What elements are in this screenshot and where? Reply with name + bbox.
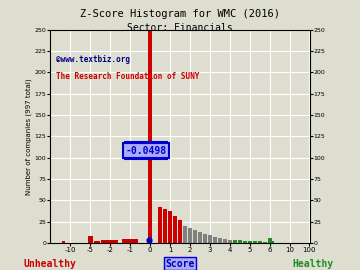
- Text: Healthy: Healthy: [293, 259, 334, 269]
- Bar: [223, 239, 227, 243]
- Bar: [218, 238, 222, 243]
- Bar: [253, 241, 257, 243]
- Bar: [203, 234, 207, 243]
- Bar: [94, 241, 100, 243]
- Text: Sector: Financials: Sector: Financials: [127, 23, 233, 33]
- Text: Unhealthy: Unhealthy: [24, 259, 77, 269]
- Y-axis label: Number of companies (997 total): Number of companies (997 total): [25, 78, 32, 195]
- Bar: [87, 236, 93, 243]
- Bar: [178, 220, 182, 243]
- Bar: [102, 239, 118, 243]
- Bar: [238, 241, 242, 243]
- Text: ©www.textbiz.org: ©www.textbiz.org: [55, 55, 130, 64]
- Bar: [163, 209, 167, 243]
- Text: -0.0498: -0.0498: [126, 146, 167, 156]
- Text: Z-Score Histogram for WMC (2016): Z-Score Histogram for WMC (2016): [80, 9, 280, 19]
- Bar: [258, 241, 262, 243]
- Bar: [263, 242, 266, 243]
- Bar: [148, 31, 152, 243]
- Bar: [198, 232, 202, 243]
- Bar: [248, 241, 252, 243]
- Bar: [188, 228, 192, 243]
- Bar: [122, 239, 138, 243]
- Text: Score: Score: [165, 259, 195, 269]
- Bar: [270, 241, 274, 243]
- Text: The Research Foundation of SUNY: The Research Foundation of SUNY: [55, 72, 199, 81]
- Bar: [62, 241, 65, 243]
- Bar: [228, 239, 231, 243]
- Bar: [173, 216, 177, 243]
- Bar: [101, 241, 106, 243]
- Bar: [168, 211, 172, 243]
- Bar: [158, 207, 162, 243]
- Bar: [208, 235, 212, 243]
- Bar: [183, 226, 187, 243]
- Bar: [213, 237, 217, 243]
- Bar: [193, 230, 197, 243]
- Bar: [233, 241, 237, 243]
- Bar: [243, 241, 247, 243]
- Bar: [268, 238, 271, 243]
